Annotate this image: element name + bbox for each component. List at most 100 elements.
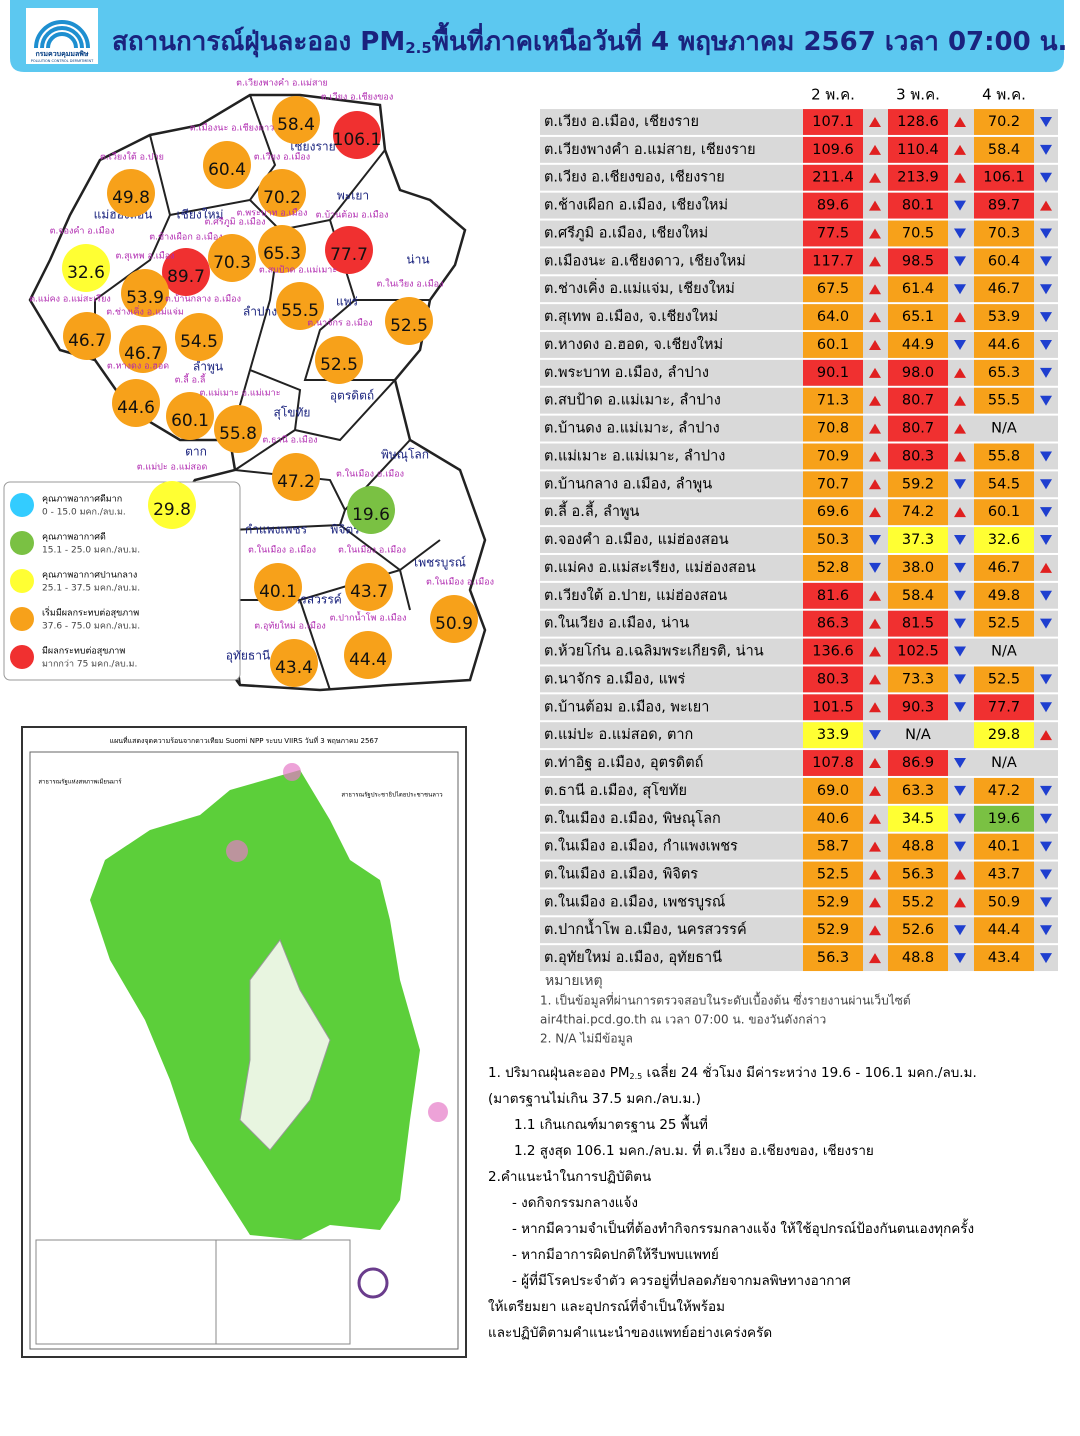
- value-text: 110.4: [897, 142, 939, 158]
- station-bubble: [203, 141, 251, 189]
- station-bubble: [254, 563, 302, 611]
- trend-down: [1040, 953, 1052, 964]
- value-cell: [888, 248, 948, 275]
- trend-down: [1040, 841, 1052, 852]
- value-cell: [888, 777, 948, 804]
- station-bubble: [276, 282, 324, 330]
- value-text: 48.8: [902, 950, 934, 966]
- value-text: 86.9: [902, 755, 934, 771]
- summary-line: 1.2 สูงสุด 106.1 มคก./ลบ.ม. ที่ ต.เวียง …: [514, 1141, 874, 1159]
- station-label: ต.สบป้าด อ.แม่เมาะ: [259, 265, 337, 276]
- title-main: สถานการณ์ฝุ่นละออง PM: [112, 26, 405, 58]
- value-text: 107.1: [812, 114, 854, 130]
- station-name: ต.ศรีภูมิ อ.เมือง, เชียงใหม่: [544, 223, 708, 241]
- trend-down: [869, 730, 881, 741]
- value-cell: [974, 471, 1034, 498]
- trend-down: [954, 590, 966, 601]
- station-label: ต.เมืองนะ อ.เชียงดาว: [190, 123, 274, 134]
- station-bubble: [112, 379, 160, 427]
- trend-down: [954, 925, 966, 936]
- province-name: อุทัยธานี: [226, 649, 270, 664]
- station-value: 65.3: [263, 244, 301, 264]
- trend-up: [869, 144, 881, 155]
- trend-down: [869, 562, 881, 573]
- value-cell: [974, 889, 1034, 916]
- province-name: พิจิตร: [330, 523, 360, 537]
- trend-up: [869, 813, 881, 824]
- value-cell: [888, 666, 948, 693]
- value-cell: [888, 582, 948, 609]
- station-bubble: [107, 169, 155, 217]
- value-cell: [803, 610, 863, 637]
- trend-down: [1040, 674, 1052, 685]
- value-cell: [803, 861, 863, 888]
- province-name: พิษณุโลก: [381, 448, 429, 463]
- station-value: 60.4: [208, 160, 246, 180]
- value-text: 46.7: [988, 560, 1020, 576]
- value-cell: [803, 917, 863, 944]
- row-bg: [540, 889, 1058, 916]
- summary-sub: 2.5: [630, 1072, 643, 1081]
- station-bubble: [347, 486, 395, 534]
- value-cell: [888, 638, 948, 665]
- station-value: 46.7: [68, 331, 106, 351]
- trend-down: [954, 841, 966, 852]
- province-name: เชียงใหม่: [177, 208, 224, 222]
- trend-down: [1040, 284, 1052, 295]
- trend-down: [954, 702, 966, 713]
- value-cell: [974, 554, 1034, 581]
- value-cell: [803, 387, 863, 414]
- station-label: ต.เวียง อ.เมือง: [254, 152, 310, 163]
- value-text: 90.1: [817, 365, 849, 381]
- station-bubble: [214, 405, 262, 453]
- value-text: 65.1: [902, 309, 934, 325]
- value-cell: [803, 638, 863, 665]
- station-name: ต.ช่างเคิ่ง อ.แม่แจ่ม, เชียงใหม่: [544, 278, 735, 297]
- value-cell: [974, 527, 1034, 553]
- value-text: 101.5: [812, 699, 854, 715]
- station-name: ต.แม่ปะ อ.แม่สอด, ตาก: [544, 727, 693, 743]
- row-bg: [540, 471, 1058, 498]
- value-text: 70.8: [817, 421, 849, 437]
- value-text: 50.9: [988, 894, 1020, 910]
- station-name: ต.ในเมือง อ.เมือง, พิษณุโลก: [544, 809, 721, 827]
- value-text: 55.2: [902, 894, 934, 910]
- station-bubble: [270, 639, 318, 687]
- value-cell: [974, 220, 1034, 247]
- summary-line: ให้เตรียมยา และอุปกรณ์ที่จำเป็นให้พร้อม: [488, 1297, 725, 1315]
- legend-swatch: [10, 493, 34, 517]
- value-text: 32.6: [988, 532, 1020, 548]
- value-text: 213.9: [897, 170, 939, 186]
- row-bg: [540, 220, 1058, 247]
- trend-down: [954, 953, 966, 964]
- value-cell: [803, 304, 863, 331]
- note-line: 2. N/A ไม่มีข้อมูล: [540, 1032, 633, 1047]
- value-text: 81.5: [902, 616, 934, 632]
- row-bg: [540, 248, 1058, 275]
- value-text: 80.1: [902, 198, 934, 214]
- station-bubble: [175, 313, 223, 361]
- station-label: ต.แม่ปะ อ.แม่สอด: [137, 463, 208, 473]
- value-cell: [888, 220, 948, 247]
- station-bubble: [166, 392, 214, 440]
- value-text: N/A: [991, 421, 1017, 437]
- station-name: ต.ในเมือง อ.เมือง, พิจิตร: [544, 864, 698, 882]
- station-name: ต.แม่คง อ.แม่สะเรียง, แม่ฮ่องสอน: [544, 559, 756, 576]
- logo-sub: POLLUTION CONTROL DEPARTMENT: [31, 59, 94, 63]
- station-label: ต.อุทัยใหม่ อ.เมือง: [254, 621, 326, 632]
- value-cell: [803, 332, 863, 358]
- value-text: 86.3: [817, 616, 849, 632]
- value-text: 61.4: [902, 281, 934, 297]
- station-name: ต.ลี้ อ.ลี้, ลำพูน: [544, 500, 640, 520]
- station-bubble: [162, 248, 210, 296]
- row-bg: [540, 499, 1058, 526]
- station-label: ต.ในเมือง อ.เมือง: [248, 545, 316, 556]
- station-name: ต.สบป้าด อ.แม่เมาะ, ลำปาง: [544, 392, 721, 409]
- trend-down: [1040, 813, 1052, 824]
- value-cell: [803, 582, 863, 609]
- trend-down: [1040, 172, 1052, 183]
- value-cell: [974, 192, 1034, 219]
- trend-down: [1040, 897, 1052, 908]
- value-cell: [888, 917, 948, 944]
- value-cell: [974, 443, 1034, 470]
